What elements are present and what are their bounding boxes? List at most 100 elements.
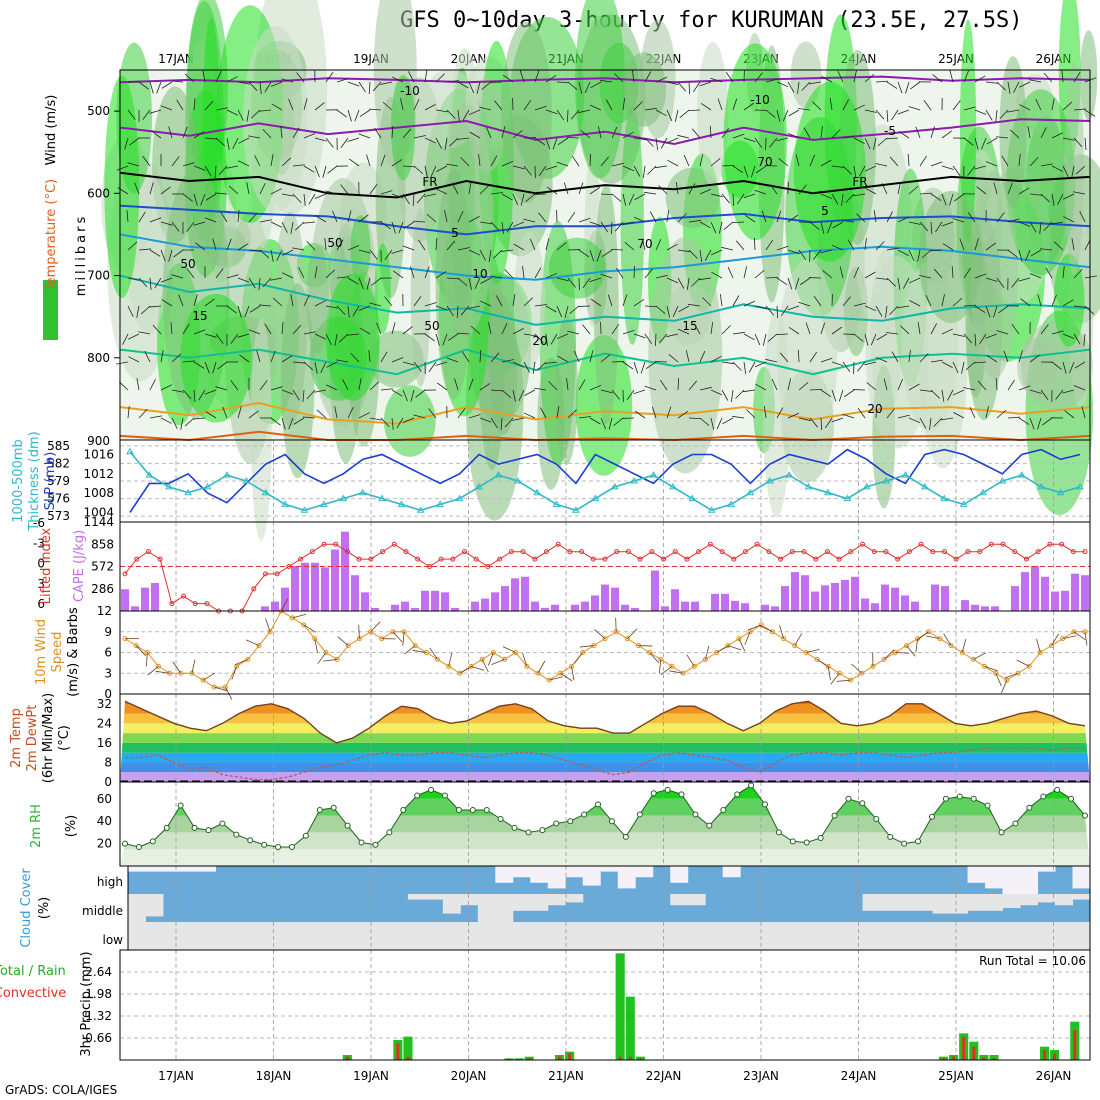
wind-barb <box>743 165 749 178</box>
rh-marker <box>831 812 838 819</box>
wind-barb <box>688 249 698 259</box>
wind-barb <box>314 638 318 653</box>
wind-barb <box>765 109 776 118</box>
isotherm-label: 20 <box>532 334 547 348</box>
wind-barb <box>963 70 969 83</box>
wind-barb <box>776 305 779 319</box>
wind-barb <box>479 106 492 111</box>
li-marker <box>368 556 374 562</box>
wind-barb <box>610 248 624 251</box>
wind-barb <box>923 100 932 111</box>
rh-marker <box>859 800 866 807</box>
thickness-marker <box>824 488 832 496</box>
cloud-gap <box>1072 866 1091 889</box>
cape-tick-label: 286 <box>91 582 114 596</box>
wind-barb <box>292 613 307 619</box>
wind-barb <box>952 218 965 223</box>
rh-marker <box>706 822 713 829</box>
li-marker <box>134 556 140 562</box>
wind-barb <box>248 249 261 252</box>
wind-barb <box>288 98 294 111</box>
cloud-gap <box>512 866 531 878</box>
cape-tick-label: 858 <box>91 537 114 551</box>
wind-barb <box>886 137 899 140</box>
wind-barb <box>857 361 866 372</box>
thickness-marker <box>998 477 1007 484</box>
isotherm-label: 5 <box>451 226 459 240</box>
wind-barb <box>947 389 954 401</box>
wind-barb <box>732 295 740 307</box>
wind-barb <box>435 361 448 366</box>
wind-barb <box>446 80 459 83</box>
wind-barb <box>1011 324 1020 335</box>
wind-barb <box>710 322 714 335</box>
wind-barb <box>501 322 508 335</box>
wind-barb <box>820 221 825 234</box>
wind-barb <box>754 361 767 368</box>
wind-barb <box>798 301 811 307</box>
li-marker <box>473 556 479 562</box>
wind-barb <box>965 361 976 371</box>
legend-total: Total / Rain <box>0 964 66 979</box>
wind-barb <box>974 305 986 313</box>
wind-barb <box>193 389 196 402</box>
wind-barb <box>930 221 933 234</box>
wind-barb <box>281 193 294 197</box>
wind-barb <box>610 221 613 235</box>
wind-barb <box>151 130 162 139</box>
cloud-gap <box>390 922 409 950</box>
rh-marker <box>372 841 379 848</box>
wind-barb <box>566 109 569 123</box>
li-marker <box>462 549 468 555</box>
thickness-marker <box>455 494 464 502</box>
cloud-gap <box>1020 922 1039 950</box>
wind-barb <box>672 305 679 318</box>
wind-barb <box>633 265 636 279</box>
rh-band <box>593 183 619 425</box>
wind-barb <box>182 162 195 167</box>
thickness-marker <box>707 506 716 513</box>
wind-barb <box>237 406 242 419</box>
wind-barb <box>859 165 866 177</box>
cape-bar <box>1081 575 1089 611</box>
wind-barb <box>424 302 437 307</box>
li-marker <box>1082 549 1088 555</box>
wind-barb <box>935 221 943 233</box>
li-marker <box>497 556 503 562</box>
wind-marker <box>881 656 887 662</box>
wind-barb <box>765 276 779 279</box>
thickness-marker <box>475 482 483 490</box>
li-marker <box>637 556 643 562</box>
wind-barb <box>677 328 690 335</box>
cape-bar <box>131 606 139 611</box>
wind-barb <box>883 649 895 660</box>
wind-barb <box>886 109 889 122</box>
wind-barb <box>640 361 646 374</box>
wind-barb <box>738 638 746 652</box>
wind-barb <box>721 389 729 401</box>
cloud-gap <box>1055 922 1074 950</box>
wind-barb <box>239 354 250 363</box>
rh-marker <box>469 807 476 813</box>
rh-marker <box>455 807 462 813</box>
wind-barb <box>512 294 516 307</box>
cloud-title: Cloud Cover <box>19 868 34 948</box>
thickness-marker <box>1056 488 1065 496</box>
wind-barb <box>721 127 730 139</box>
wind-barb <box>1036 638 1041 653</box>
cape-bar <box>301 562 309 611</box>
cloud-gap <box>320 922 339 950</box>
wind-barb <box>1018 350 1023 363</box>
wind-barb <box>1029 389 1042 394</box>
wind-marker <box>1026 663 1032 669</box>
cape-bar <box>421 590 429 611</box>
wind-barb <box>759 625 773 633</box>
wind-barb <box>292 193 302 204</box>
wind-barb <box>721 361 734 365</box>
li-marker <box>766 549 772 555</box>
wind-barb <box>446 109 456 119</box>
wind-barb <box>1027 126 1031 139</box>
wind-barb <box>372 81 382 92</box>
wind-barb <box>693 323 701 335</box>
wind-barb <box>641 238 646 251</box>
